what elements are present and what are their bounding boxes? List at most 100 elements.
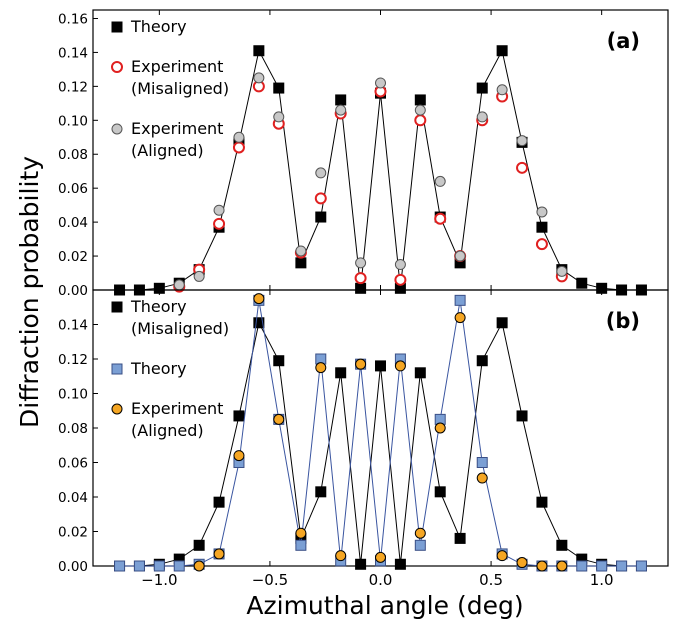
legend-marker	[111, 301, 123, 313]
y-tick-label: 0.06	[58, 181, 88, 197]
data-point	[355, 358, 367, 370]
y-tick-label: 0.00	[58, 283, 88, 299]
data-point	[414, 114, 427, 127]
y-tick-label: 0.12	[58, 352, 88, 368]
data-point	[315, 167, 327, 179]
data-point	[295, 539, 307, 551]
data-point	[454, 312, 466, 324]
data-point	[535, 238, 548, 251]
data-point	[454, 294, 466, 306]
legend-label: (Aligned)	[131, 141, 204, 160]
series-line	[119, 321, 642, 567]
data-point	[414, 539, 426, 551]
legend-label: (Aligned)	[131, 421, 204, 440]
data-point	[375, 551, 386, 563]
data-point	[596, 560, 608, 572]
panel-a: 0.00 0.02 0.04 0.06 0.08 0.10 0.12 0.14 0.16 Theo…	[58, 9, 669, 299]
data-point	[516, 557, 528, 569]
legend-marker	[111, 363, 123, 375]
data-point	[355, 558, 367, 570]
data-point	[476, 472, 488, 484]
data-point	[355, 282, 367, 294]
data-point	[253, 317, 265, 329]
data-point	[295, 245, 307, 257]
x-axis-title: Azimuthal angle (deg)	[246, 591, 523, 620]
data-point	[213, 217, 226, 230]
data-point	[273, 82, 285, 94]
data-point	[616, 560, 628, 572]
y-tick-label: 0.08	[58, 147, 88, 163]
data-point	[273, 355, 285, 367]
y-tick-label: 0.02	[58, 525, 88, 541]
data-point	[454, 250, 466, 262]
data-point	[315, 486, 327, 498]
data-point	[233, 410, 245, 422]
data-point	[133, 560, 145, 572]
data-point	[414, 527, 426, 539]
data-point	[516, 161, 529, 174]
data-point	[253, 293, 265, 305]
panel-label: (a)	[607, 29, 640, 53]
data-point	[295, 527, 307, 539]
data-point	[394, 360, 406, 372]
data-point	[394, 558, 406, 570]
data-point	[454, 532, 466, 544]
x-tick-label: −1.0	[141, 571, 177, 589]
data-point	[476, 457, 488, 468]
data-point	[315, 211, 327, 223]
data-point	[355, 257, 367, 269]
data-point	[496, 550, 508, 562]
legend-label: Theory	[130, 297, 187, 316]
y-tick-label: 0.12	[58, 79, 88, 95]
y-tick-label: 0.04	[58, 490, 88, 506]
x-tick-label: −0.5	[252, 571, 288, 589]
panel-label: (b)	[606, 309, 640, 333]
data-point	[434, 175, 446, 187]
data-point	[434, 212, 447, 225]
x-tick-label: 1.0	[590, 571, 614, 589]
legend-marker	[111, 21, 123, 33]
data-point	[496, 84, 508, 96]
legend-marker	[111, 123, 123, 135]
data-point	[193, 270, 205, 282]
data-point	[576, 277, 588, 289]
y-tick-label: 0.06	[58, 456, 88, 472]
data-point	[314, 192, 327, 205]
data-point	[414, 94, 426, 106]
data-point	[536, 206, 548, 218]
data-point	[414, 367, 426, 379]
data-point	[536, 221, 548, 233]
data-point	[556, 539, 568, 551]
data-point	[253, 45, 265, 57]
data-point	[315, 362, 327, 374]
legend-label: Theory	[130, 359, 187, 378]
data-point	[213, 204, 225, 216]
legend-label: (Misaligned)	[131, 79, 229, 98]
data-point	[114, 560, 126, 572]
data-point	[233, 131, 245, 143]
data-point	[394, 259, 406, 271]
data-point	[295, 257, 307, 269]
data-point	[576, 560, 588, 572]
y-tick-label: 0.00	[58, 559, 88, 575]
data-point	[193, 560, 205, 572]
panel-b: 0.00 0.02 0.04 0.06 0.08 0.10 0.12 0.14 −1.0 −0.5…	[58, 289, 669, 589]
data-point	[434, 422, 446, 434]
data-point	[153, 560, 165, 572]
x-tick-label: 0.5	[479, 571, 503, 589]
legend-label: Experiment	[131, 119, 223, 138]
data-point	[536, 560, 548, 572]
data-point	[394, 273, 407, 286]
data-point	[213, 496, 225, 508]
y-tick-label: 0.14	[58, 45, 88, 61]
legend-label: (Misaligned)	[131, 319, 229, 338]
data-point	[253, 72, 265, 84]
data-point	[335, 104, 347, 116]
data-point	[556, 265, 568, 277]
data-point	[233, 450, 245, 462]
legend-label: Theory	[130, 17, 187, 36]
data-point	[496, 317, 508, 329]
data-point	[173, 279, 185, 291]
legend-label: Experiment	[131, 399, 223, 418]
